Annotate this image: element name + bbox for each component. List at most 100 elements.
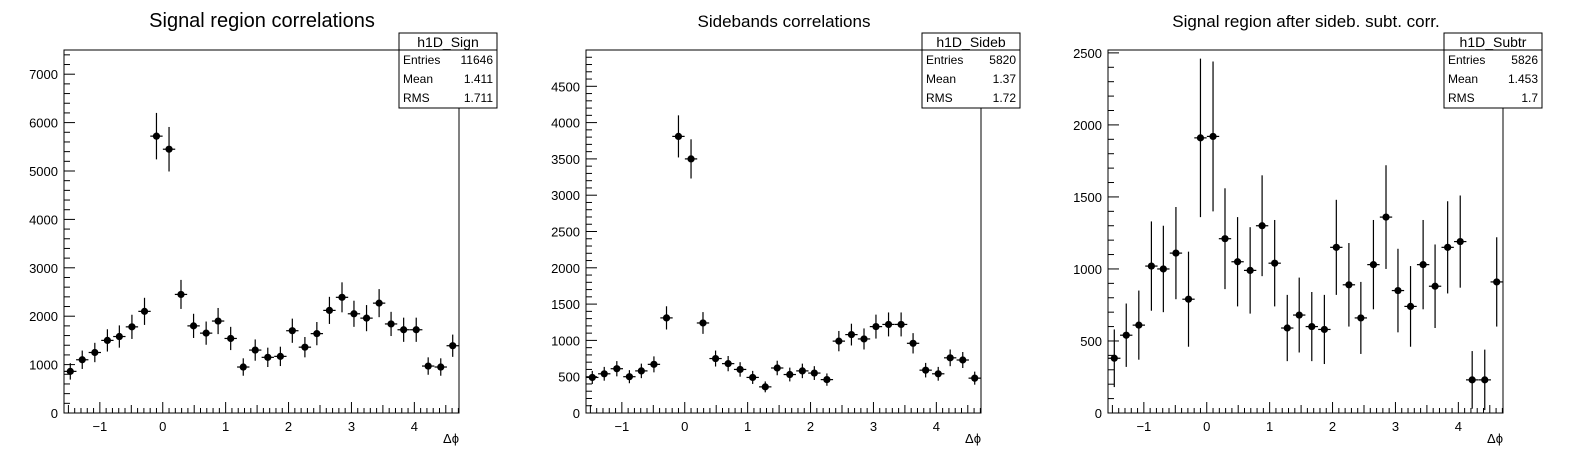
- data-point: [214, 317, 222, 325]
- y-tick-label: 2500: [551, 225, 580, 240]
- x-tick-label: 1: [744, 419, 751, 434]
- chart-title: Sidebands correlations: [698, 12, 871, 31]
- data-point: [773, 364, 781, 372]
- data-point: [362, 314, 371, 322]
- data-point: [934, 370, 942, 378]
- chart-panel-3: Signal region after sideb. subt. corr. 0 5…: [1073, 12, 1543, 446]
- x-tick-label: 2: [807, 419, 814, 434]
- stats-row-value: 5820: [989, 53, 1016, 67]
- data-point: [1147, 262, 1155, 270]
- stats-box-frame: [921, 32, 1021, 109]
- data-point: [872, 323, 880, 331]
- x-tick-label: −1: [92, 419, 107, 434]
- data-point: [1481, 376, 1489, 384]
- data-point: [835, 337, 843, 345]
- data-point: [1196, 134, 1205, 142]
- data-point: [239, 363, 247, 371]
- y-tick-label: 5000: [29, 164, 58, 179]
- data-point: [897, 320, 905, 329]
- stats-row-label: Mean: [403, 72, 433, 86]
- data-point: [1122, 331, 1130, 339]
- stats-row-value: 1.411: [464, 72, 493, 86]
- x-tick-label: 3: [348, 419, 355, 434]
- x-tick-label: 1: [222, 419, 229, 434]
- y-tick-label: 2000: [551, 261, 580, 276]
- stats-row-label: RMS: [1448, 91, 1475, 105]
- y-tick-label: 0: [1095, 406, 1102, 421]
- data-point: [1468, 376, 1476, 384]
- x-tick-label: 0: [681, 419, 688, 434]
- stats-box: h1D_Subtr Entries 5826 Mean 1.453 RMS 1.7: [1443, 32, 1543, 109]
- data-point: [1406, 302, 1415, 311]
- data-point: [140, 307, 149, 315]
- data-point: [847, 330, 856, 339]
- data-point: [264, 353, 272, 361]
- y-tick-label: 7000: [29, 67, 58, 82]
- data-point: [1283, 324, 1291, 332]
- data-point: [1271, 259, 1279, 267]
- data-point: [1233, 258, 1242, 266]
- data-point: [202, 329, 210, 337]
- data-point: [749, 373, 757, 382]
- data-point: [1382, 213, 1390, 221]
- y-tick-label: 2500: [1073, 46, 1102, 61]
- data-point: [600, 370, 608, 378]
- data-point: [350, 310, 358, 318]
- stats-row-label: Mean: [926, 72, 956, 86]
- data-point: [424, 362, 432, 370]
- data-point: [1456, 237, 1464, 246]
- data-point: [786, 370, 794, 379]
- data-point: [810, 369, 818, 377]
- chart-title: Signal region after sideb. subt. corr.: [1172, 12, 1439, 31]
- stats-row-value: 1.37: [993, 72, 1017, 86]
- data-point: [946, 354, 954, 362]
- data-point: [1320, 325, 1328, 334]
- data-point: [177, 290, 185, 299]
- stats-row-label: Entries: [403, 53, 440, 67]
- stats-box-frame: [1443, 32, 1543, 109]
- y-tick-label: 500: [1080, 334, 1102, 349]
- data-point: [798, 367, 806, 375]
- stats-row-value: 1.711: [464, 91, 493, 105]
- data-point: [909, 339, 917, 347]
- data-point: [325, 306, 334, 314]
- data-point: [1308, 322, 1316, 331]
- data-point: [860, 335, 868, 343]
- data-point: [91, 348, 99, 357]
- data-point: [823, 376, 831, 384]
- data-point: [1357, 314, 1365, 322]
- data-point: [165, 145, 173, 153]
- stats-row-label: RMS: [926, 91, 953, 105]
- stats-box: h1D_Sideb Entries 5820 Mean 1.37 RMS 1.72: [921, 32, 1021, 109]
- stats-row-value: 1.72: [993, 91, 1017, 105]
- data-point: [922, 366, 930, 374]
- y-tick-label: 0: [51, 406, 58, 421]
- data-point: [1110, 354, 1118, 362]
- x-axis-label: Δϕ: [965, 431, 981, 446]
- stats-row-label: RMS: [403, 91, 430, 105]
- plot-frame: [1107, 49, 1504, 414]
- data-point: [400, 326, 408, 334]
- data-point: [1184, 295, 1193, 303]
- data-point: [1369, 261, 1378, 269]
- stats-box-title: h1D_Sideb: [936, 34, 1005, 50]
- data-point: [1209, 132, 1217, 141]
- stats-box-title: h1D_Sign: [417, 34, 479, 50]
- data-point: [288, 327, 296, 335]
- x-tick-label: 2: [285, 419, 292, 434]
- y-tick-label: 3000: [29, 261, 58, 276]
- x-tick-label: 1: [1266, 419, 1273, 434]
- stats-row-value: 1.453: [1508, 72, 1538, 86]
- data-point: [1394, 286, 1402, 295]
- y-tick-label: 2000: [29, 309, 58, 324]
- data-point: [625, 373, 633, 381]
- x-axis-label: Δϕ: [1487, 431, 1503, 446]
- data-point: [276, 352, 284, 360]
- data-point: [412, 326, 420, 334]
- data-point: [1295, 311, 1303, 319]
- y-tick-label: 4000: [29, 212, 58, 227]
- y-tick-label: 1500: [551, 297, 580, 312]
- data-point: [588, 373, 596, 382]
- data-point: [761, 383, 769, 391]
